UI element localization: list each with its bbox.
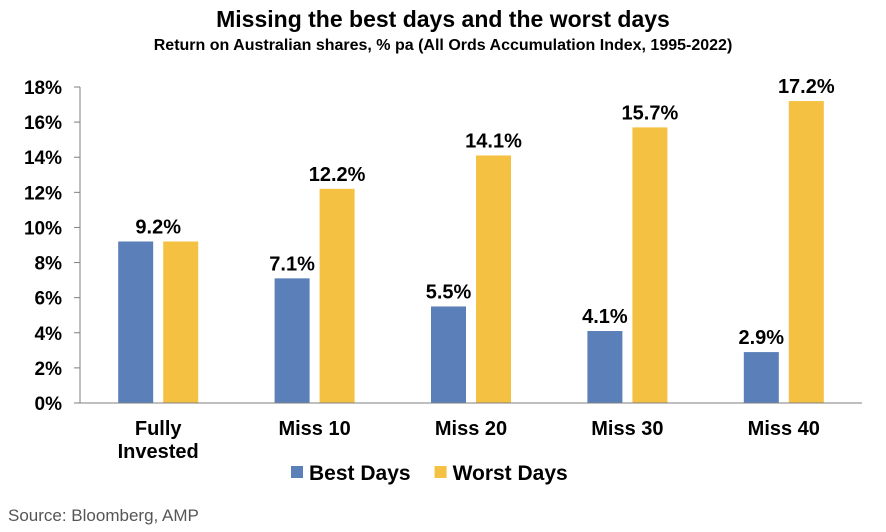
y-tick-label: 18% xyxy=(24,78,62,99)
y-tick-label: 8% xyxy=(35,254,63,275)
bar-worst-days xyxy=(319,188,355,403)
y-tick-label: 12% xyxy=(24,183,62,204)
legend-swatch xyxy=(291,466,303,478)
x-category-label: Fully xyxy=(135,418,183,440)
x-category-label: Miss 20 xyxy=(435,418,507,440)
x-category-label: Miss 40 xyxy=(748,418,820,440)
y-tick-label: 14% xyxy=(24,148,62,169)
chart-subtitle: Return on Australian shares, % pa (All O… xyxy=(154,37,733,54)
y-tick-label: 6% xyxy=(35,289,63,310)
data-label: 17.2% xyxy=(778,76,835,98)
data-label: 7.1% xyxy=(269,253,315,275)
legend-label: Worst Days xyxy=(453,462,568,485)
data-label: 12.2% xyxy=(309,164,366,186)
bar-best-days xyxy=(118,241,154,403)
x-category-label: Miss 10 xyxy=(278,418,350,440)
bar-best-days xyxy=(274,278,310,403)
source-note: Source: Bloomberg, AMP xyxy=(8,506,199,525)
data-label: 15.7% xyxy=(622,102,679,124)
data-label: 5.5% xyxy=(426,281,472,303)
bar-worst-days xyxy=(476,155,511,403)
x-category-label: Invested xyxy=(118,441,199,463)
y-tick-label: 2% xyxy=(35,359,63,380)
y-tick-label: 16% xyxy=(24,113,62,134)
y-tick-label: 4% xyxy=(35,324,63,345)
data-label: 9.2% xyxy=(135,216,181,238)
x-category-label: Miss 30 xyxy=(591,418,663,440)
bar-best-days xyxy=(743,352,779,403)
bar-worst-days xyxy=(632,127,668,403)
y-axis: 0% 2% 4% 6% 8% 10% 12% 14% 16% 18% xyxy=(24,78,81,415)
bar-worst-days xyxy=(788,101,824,404)
bar-best-days xyxy=(431,306,466,403)
y-tick-label: 0% xyxy=(35,394,63,415)
bar-worst-days xyxy=(163,241,199,403)
y-tick-label: 10% xyxy=(24,218,62,239)
data-label: 2.9% xyxy=(739,327,785,349)
bars xyxy=(118,101,824,404)
chart-title: Missing the best days and the worst days xyxy=(216,6,670,32)
legend-label: Best Days xyxy=(309,462,411,485)
bar-best-days xyxy=(587,331,623,403)
legend-swatch xyxy=(434,466,447,478)
data-labels: 9.2% 7.1% 12.2% 5.5% 14.1% 4.1% 15.7% 2.9% 17.2% xyxy=(135,76,834,349)
data-label: 4.1% xyxy=(582,306,628,328)
data-label: 14.1% xyxy=(465,130,522,152)
legend: Best Days Worst Days xyxy=(291,462,568,485)
